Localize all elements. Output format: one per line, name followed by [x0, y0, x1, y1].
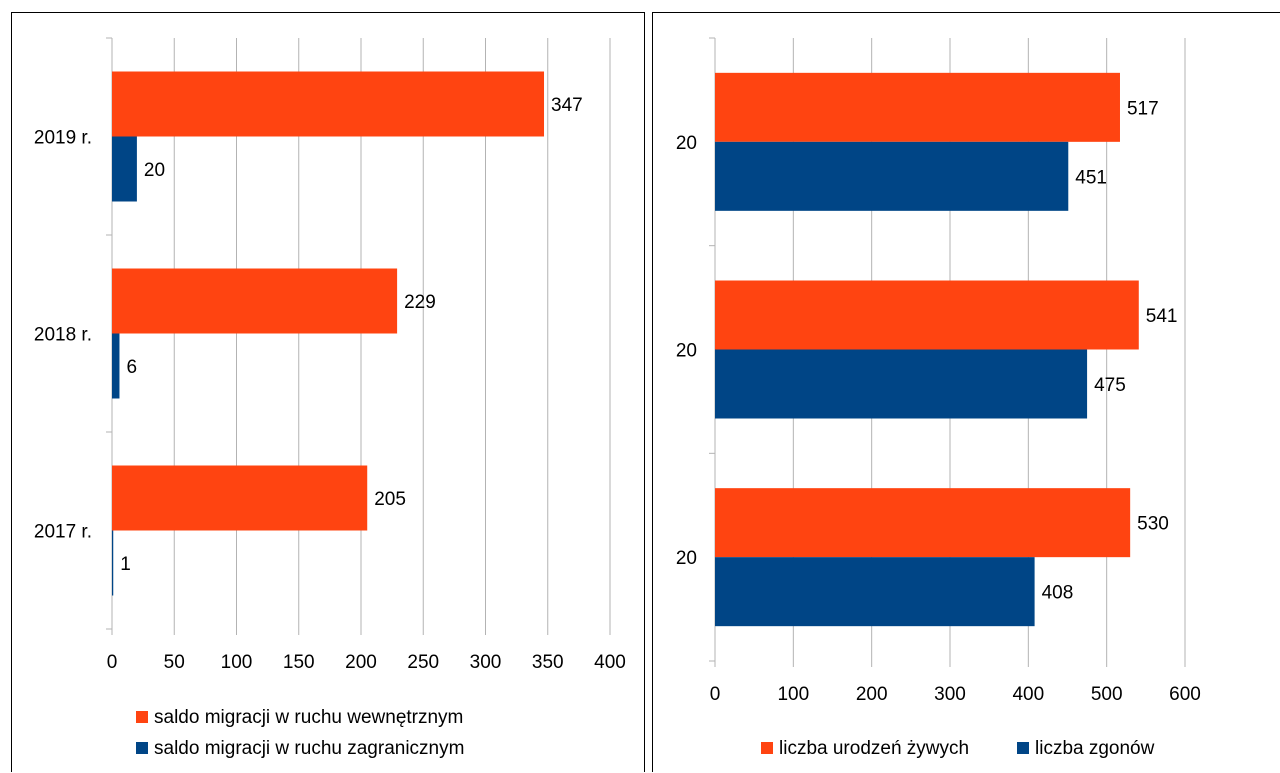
- x-tick-label: 150: [283, 652, 315, 673]
- data-label: 408: [1042, 583, 1074, 604]
- legend-label: liczba zgonów: [1035, 738, 1155, 759]
- bar-series-1: [112, 268, 398, 334]
- bar-series-1: [715, 488, 1131, 558]
- x-tick-label: 600: [1169, 684, 1201, 705]
- x-tick-label: 0: [710, 684, 721, 705]
- births-deaths-chart-panel: 0 100 200 300 400 500 600 20 517 451 20 541 475 20 530…: [652, 12, 1280, 772]
- x-tick-label: 500: [1091, 684, 1123, 705]
- data-label: 1: [120, 554, 131, 575]
- x-tick-label: 300: [470, 652, 502, 673]
- x-tick-label: 350: [532, 652, 564, 673]
- bar-series-2: [715, 141, 1069, 211]
- x-tick-label: 50: [164, 652, 185, 673]
- legend-swatch: [136, 742, 148, 754]
- data-label: 541: [1146, 306, 1178, 327]
- category-label: 2019 r.: [34, 128, 92, 149]
- data-label: 475: [1094, 375, 1126, 396]
- data-label: 229: [404, 292, 436, 313]
- migration-bar-chart: 0 50 100 150 200 250 300 350 400 2019 r. 347 20 2018…: [34, 37, 626, 759]
- legend-label: saldo migracji w ruchu wewnętrznym: [154, 707, 463, 728]
- data-label: 6: [126, 357, 137, 378]
- data-label: 517: [1127, 98, 1159, 119]
- bar-series-1: [715, 280, 1139, 350]
- legend-label: saldo migracji w ruchu zagranicznym: [154, 738, 464, 759]
- legend-swatch: [1017, 742, 1029, 754]
- legend-swatch: [761, 742, 773, 754]
- migration-chart-panel: 0 50 100 150 200 250 300 350 400 2019 r. 347 20 2018…: [11, 12, 645, 772]
- bar-series-2: [112, 333, 120, 399]
- category-label: 2018 r.: [34, 325, 92, 346]
- x-tick-label: 100: [221, 652, 253, 673]
- legend-swatch: [136, 711, 148, 723]
- x-tick-label: 300: [934, 684, 966, 705]
- bar-series-1: [715, 72, 1120, 142]
- x-tick-label: 0: [107, 652, 118, 673]
- bar-series-1: [112, 465, 368, 531]
- x-tick-label: 200: [856, 684, 888, 705]
- x-tick-label: 250: [407, 652, 439, 673]
- data-label: 451: [1075, 167, 1107, 188]
- legend-label: liczba urodzeń żywych: [779, 738, 969, 759]
- category-label: 2017 r.: [34, 522, 92, 543]
- data-label: 530: [1137, 514, 1169, 535]
- category-label: 20: [676, 548, 697, 569]
- births-deaths-bar-chart: 0 100 200 300 400 500 600 20 517 451 20 541 475 20 530…: [676, 37, 1201, 759]
- x-tick-label: 100: [777, 684, 809, 705]
- data-label: 205: [374, 489, 406, 510]
- x-tick-label: 400: [594, 652, 626, 673]
- bar-series-2: [715, 557, 1035, 627]
- bar-series-2: [112, 530, 114, 596]
- category-label: 20: [676, 341, 697, 362]
- x-tick-label: 400: [1012, 684, 1044, 705]
- bar-series-2: [715, 349, 1088, 419]
- bar-series-1: [112, 71, 545, 137]
- data-label: 347: [551, 95, 583, 116]
- data-label: 20: [144, 160, 165, 181]
- category-label: 20: [676, 133, 697, 154]
- x-tick-label: 200: [345, 652, 377, 673]
- bar-series-2: [112, 136, 137, 202]
